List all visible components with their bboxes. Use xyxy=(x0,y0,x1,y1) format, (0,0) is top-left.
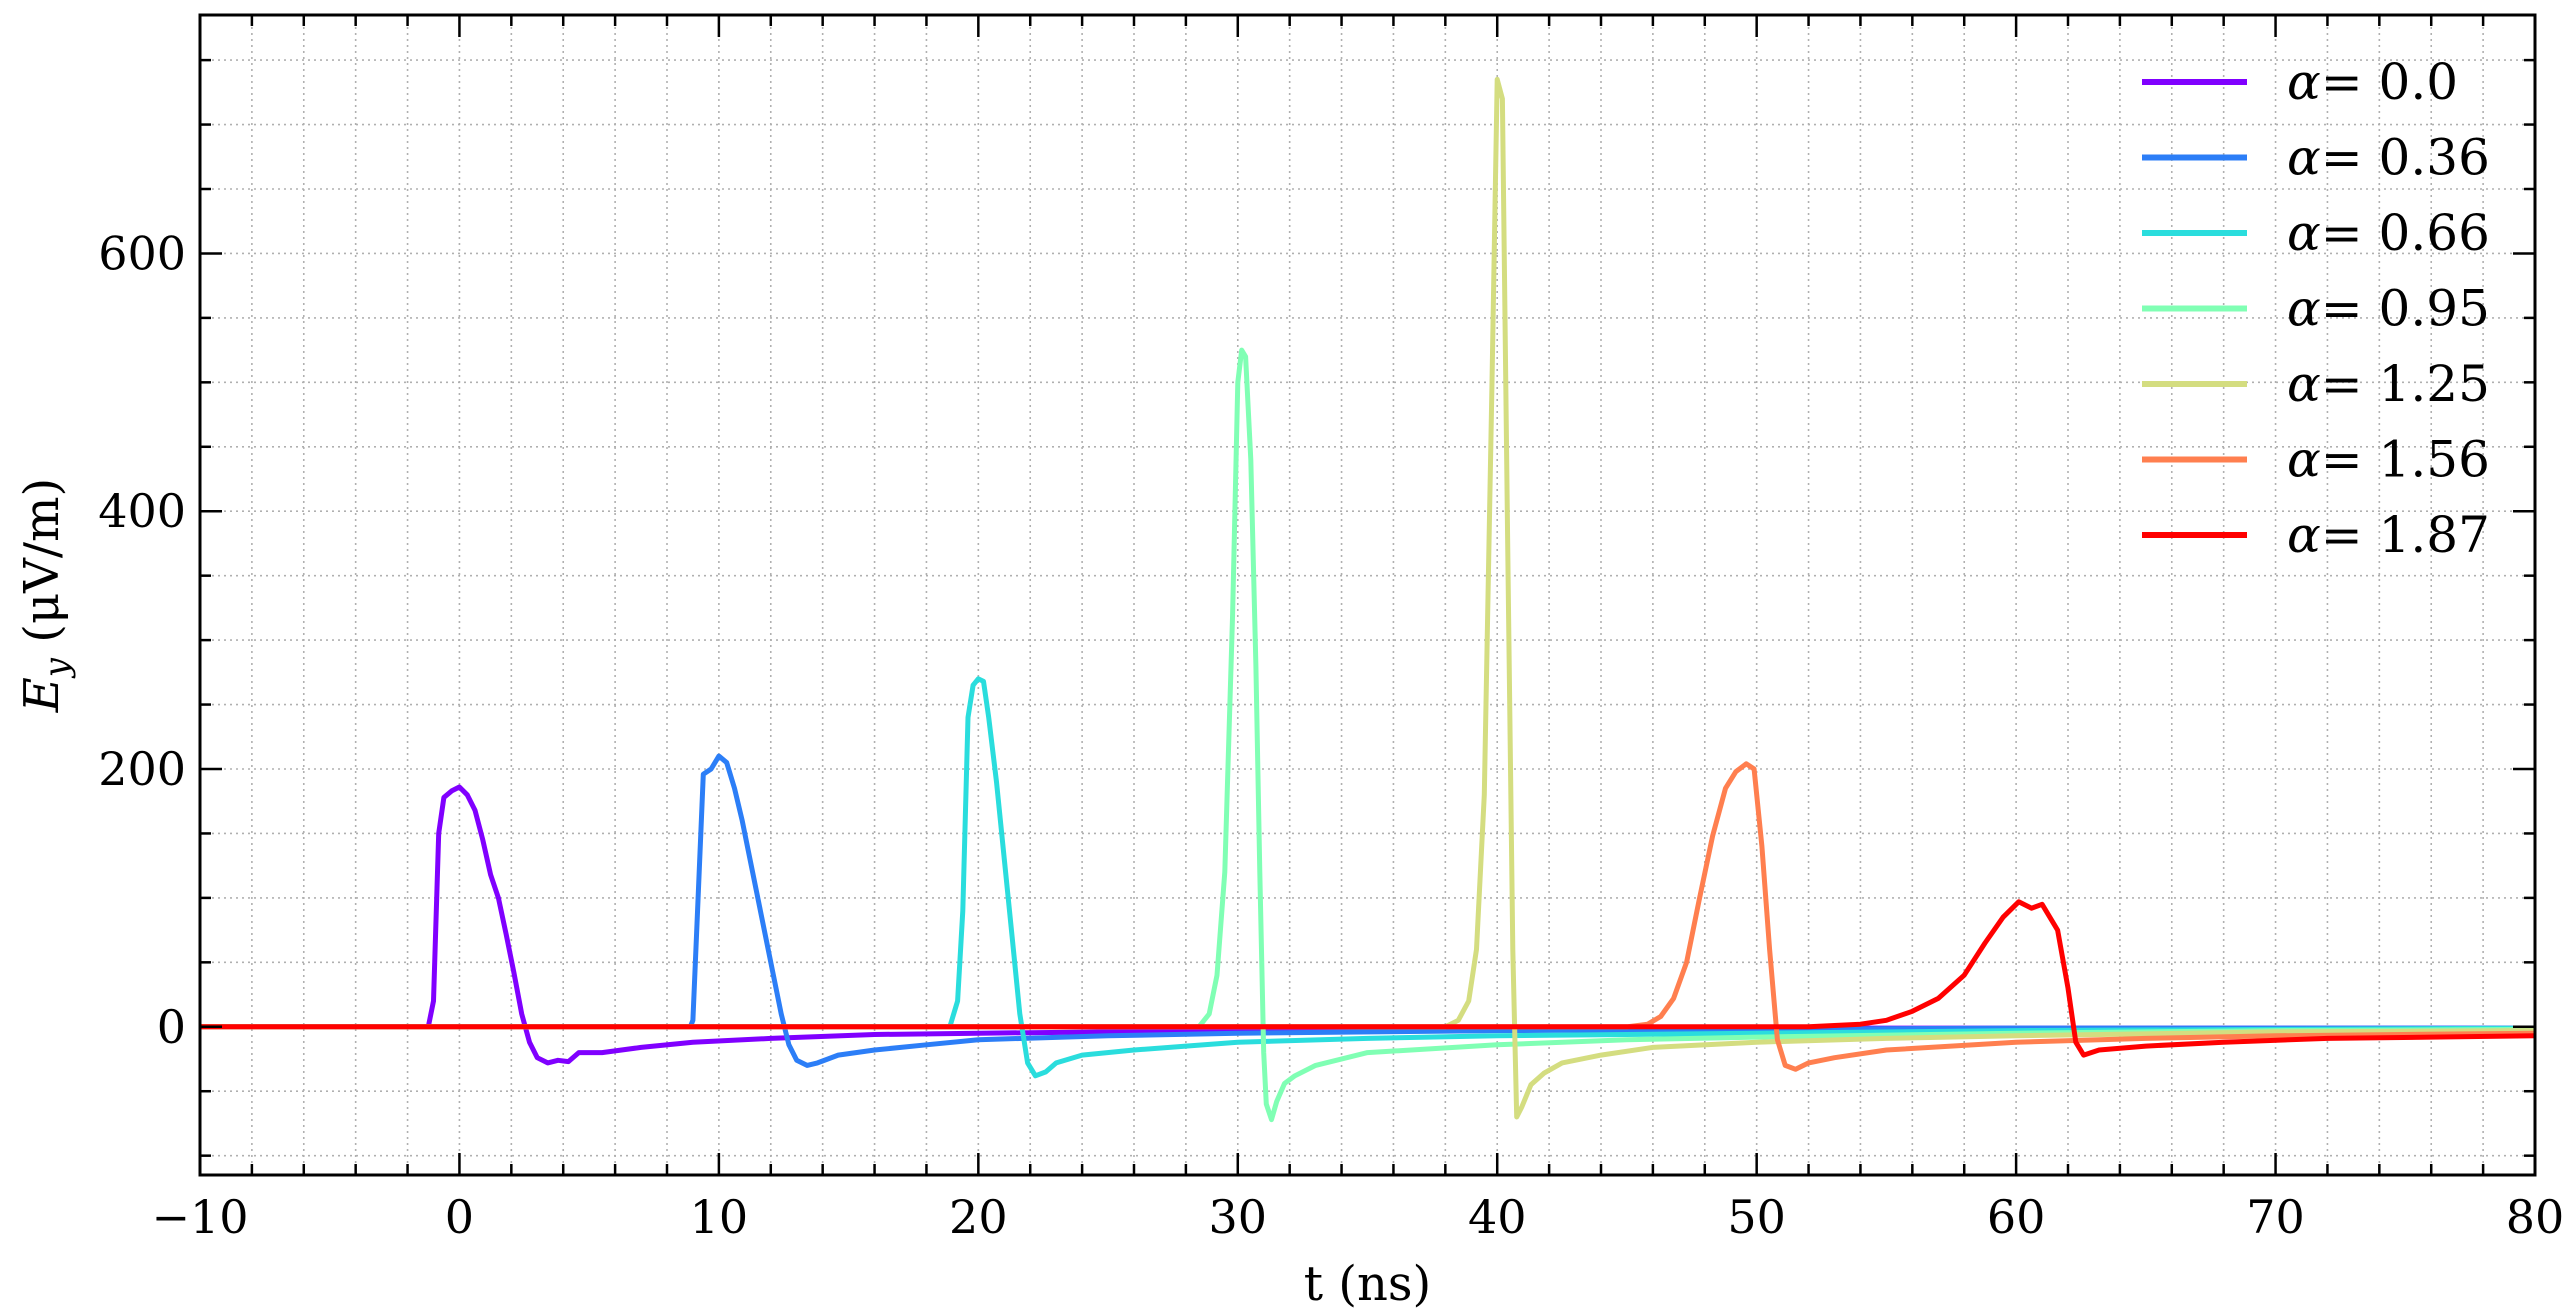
y-tick-label: 600 xyxy=(98,226,186,280)
y-tick-label: 0 xyxy=(157,1000,186,1054)
legend-value: = 0.66 xyxy=(2321,204,2490,262)
y-tick-label: 400 xyxy=(98,484,186,538)
y-tick-label: 200 xyxy=(98,742,186,796)
x-tick-label: 30 xyxy=(1209,1190,1268,1244)
y-axis-label-main: E xyxy=(14,677,70,713)
series-line xyxy=(200,761,2536,1072)
series-line xyxy=(200,76,2536,1120)
legend-value: = 1.25 xyxy=(2321,355,2490,413)
legend-value: = 1.87 xyxy=(2321,506,2490,564)
series-line xyxy=(200,899,2536,1058)
legend-label: α= 0.66 xyxy=(2287,204,2490,262)
axis-ticks xyxy=(198,15,2537,1175)
legend-value: = 0.36 xyxy=(2321,129,2490,187)
legend-symbol: α xyxy=(2287,355,2321,413)
y-axis-label-sub: y xyxy=(37,657,77,679)
x-axis-label: t (ns) xyxy=(1304,1256,1432,1312)
y-axis-label: Ey (μV/m) xyxy=(14,478,77,714)
legend-value: = 1.56 xyxy=(2321,431,2490,489)
x-tick-label: 20 xyxy=(949,1190,1008,1244)
x-tick-label: 0 xyxy=(445,1190,474,1244)
plot-frame xyxy=(198,13,2537,1177)
legend-label: α= 1.25 xyxy=(2287,355,2490,413)
legend-label: α= 1.56 xyxy=(2287,431,2490,489)
series-line xyxy=(200,347,2536,1123)
grid-lines xyxy=(199,15,2536,1175)
series-line xyxy=(200,753,2535,1068)
x-tick-label: 10 xyxy=(690,1190,749,1244)
x-tick-label: 50 xyxy=(1727,1190,1786,1244)
legend-label: α= 0.95 xyxy=(2287,280,2490,338)
x-tick-label: −10 xyxy=(151,1190,248,1244)
legend-symbol: α xyxy=(2287,506,2321,564)
legend-label: α= 0.0 xyxy=(2287,53,2458,111)
series-lines xyxy=(200,76,2536,1123)
legend-symbol: α xyxy=(2287,431,2321,489)
legend-symbol: α xyxy=(2287,204,2321,262)
legend-symbol: α xyxy=(2287,53,2321,111)
legend-symbol: α xyxy=(2287,280,2321,338)
series-line xyxy=(200,784,2535,1066)
x-tick-label: 60 xyxy=(1987,1190,2046,1244)
legend: α= 0.0α= 0.36α= 0.66α= 0.95α= 1.25α= 1.5… xyxy=(2142,53,2490,564)
legend-value: = 0.0 xyxy=(2321,53,2458,111)
x-tick-label: 80 xyxy=(2506,1190,2565,1244)
x-tick-label: 70 xyxy=(2246,1190,2305,1244)
legend-label: α= 0.36 xyxy=(2287,129,2490,187)
y-axis-label-unit: (μV/m) xyxy=(14,478,70,658)
legend-value: = 0.95 xyxy=(2321,280,2490,338)
series-line xyxy=(200,676,2536,1079)
tick-labels: −10 0 10 20 30 40 50 60 70 80 0 200 400 600 xyxy=(98,226,2564,1244)
legend-symbol: α xyxy=(2287,129,2321,187)
x-tick-label: 40 xyxy=(1468,1190,1527,1244)
legend-label: α= 1.87 xyxy=(2287,506,2490,564)
